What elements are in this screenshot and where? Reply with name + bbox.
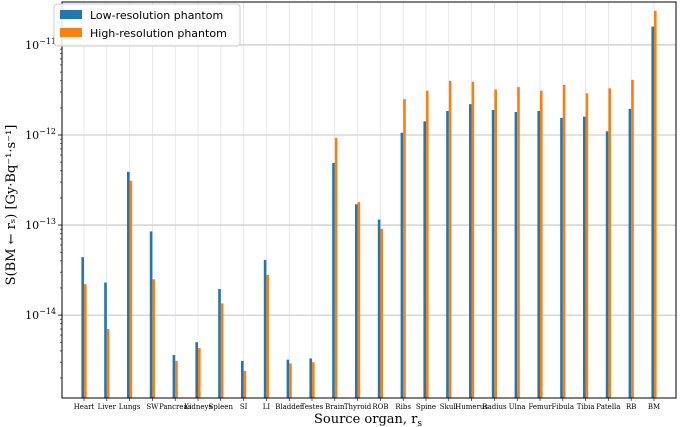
bar-low-resolution-testes <box>309 358 312 398</box>
x-tick-label: Kidneys <box>184 403 213 411</box>
bar-low-resolution-rob <box>377 219 381 398</box>
bar-low-resolution-ribs <box>400 132 404 398</box>
x-tick-label: Bladder <box>275 403 304 411</box>
x-tick-label: Testes <box>301 403 324 411</box>
bar-low-resolution-spleen <box>218 288 221 398</box>
bar-high-resolution-tibia <box>585 93 589 399</box>
bar-high-resolution-spleen <box>220 303 224 398</box>
bar-low-resolution-ulna <box>514 112 518 399</box>
bar-low-resolution-femur <box>537 110 540 398</box>
y-tick-label: 10−14 <box>25 307 56 322</box>
legend-label-high-resolution: High-resolution phantom <box>90 27 227 40</box>
bar-high-resolution-liver <box>106 329 110 398</box>
bar-low-resolution-patella <box>605 131 609 398</box>
bar-high-resolution-fibula <box>562 84 566 398</box>
x-tick-label: ROB <box>372 403 388 411</box>
y-tick-label: 10−11 <box>25 37 56 52</box>
x-axis-label-main: Source organ, r <box>314 412 418 427</box>
x-tick-label: Thyroid <box>344 403 372 411</box>
bar-high-resolution-femur <box>540 90 543 398</box>
bar-high-resolution-thyroid <box>357 202 361 398</box>
bar-high-resolution-testes <box>312 362 315 398</box>
bar-high-resolution-kidneys <box>198 348 201 398</box>
bar-low-resolution-skull <box>446 110 449 398</box>
legend-box <box>53 3 241 47</box>
bar-high-resolution-rb <box>631 79 634 398</box>
bar-low-resolution-radius <box>491 109 495 398</box>
x-tick-label: Skull <box>440 403 459 411</box>
x-tick-label: SW <box>146 403 159 411</box>
bar-high-resolution-bm <box>654 10 657 399</box>
x-tick-label: Ulna <box>509 403 526 411</box>
bar-high-resolution-si <box>243 370 247 398</box>
bar-low-resolution-sw <box>149 231 153 398</box>
y-tick-label: 10−13 <box>25 217 56 232</box>
bar-low-resolution-si <box>241 360 244 398</box>
x-tick-label: Tibia <box>577 403 595 411</box>
bar-low-resolution-brain <box>332 162 335 398</box>
bar-low-resolution-lungs <box>127 171 130 398</box>
x-tick-label: Lungs <box>119 403 141 411</box>
y-tick-label: 10−12 <box>25 127 56 142</box>
bar-low-resolution-thyroid <box>355 204 358 398</box>
legend: Low-resolution phantom High-resolution p… <box>53 3 241 47</box>
x-tick-label: Femur <box>528 403 552 411</box>
bar-low-resolution-liver <box>104 282 107 398</box>
bar-low-resolution-kidneys <box>195 342 198 398</box>
legend-label-low-resolution: Low-resolution phantom <box>90 9 223 22</box>
bar-low-resolution-pancreas <box>172 355 176 398</box>
x-tick-label: Spine <box>416 403 436 411</box>
x-tick-label: Pancreas <box>159 403 192 411</box>
bar-high-resolution-brain <box>334 137 338 398</box>
bar-low-resolution-spine <box>423 121 426 399</box>
legend-swatch-high-resolution <box>60 28 82 37</box>
y-axis-label: S(BM ← rₛ) [Gy·Bq⁻¹·s⁻¹] <box>4 125 19 286</box>
y-axis-ticks: 10−14 10−13 10−12 10−11 <box>25 17 62 379</box>
x-tick-label: Spleen <box>209 403 234 411</box>
x-tick-label: Humerus <box>455 403 488 411</box>
bar-high-resolution-ribs <box>403 99 406 398</box>
x-tick-label: Liver <box>98 403 117 411</box>
x-tick-label: Ribs <box>395 403 411 411</box>
bar-low-resolution-li <box>263 259 267 398</box>
bar-low-resolution-fibula <box>560 117 563 399</box>
bar-high-resolution-skull <box>448 80 452 398</box>
x-tick-label: SI <box>240 403 248 411</box>
bar-high-resolution-spine <box>426 90 429 398</box>
bar-low-resolution-humerus <box>469 104 472 398</box>
bar-low-resolution-bladder <box>286 359 290 398</box>
bar-high-resolution-pancreas <box>175 360 178 398</box>
x-tick-label: RB <box>626 403 636 411</box>
bar-high-resolution-lungs <box>129 180 133 398</box>
bar-high-resolution-humerus <box>471 81 475 399</box>
x-tick-label: Heart <box>74 403 95 411</box>
x-tick-label: Radius <box>482 403 507 411</box>
x-tick-label: LI <box>263 403 271 411</box>
x-tick-label: BM <box>648 403 660 411</box>
bar-low-resolution-tibia <box>583 116 586 398</box>
bar-high-resolution-heart <box>84 284 87 398</box>
bar-high-resolution-patella <box>608 88 611 399</box>
bar-high-resolution-sw <box>152 279 155 398</box>
bar-high-resolution-radius <box>494 89 497 399</box>
bar-high-resolution-ulna <box>517 87 520 398</box>
bar-low-resolution-rb <box>628 108 632 398</box>
x-axis-label: Source organ, rs <box>314 412 422 427</box>
x-axis-label-subscript: s <box>417 419 422 427</box>
bar-high-resolution-li <box>266 274 269 398</box>
x-tick-label: Patella <box>596 403 620 411</box>
bar-low-resolution-heart <box>81 257 84 398</box>
bar-high-resolution-rob <box>380 228 383 398</box>
legend-swatch-low-resolution <box>60 10 82 19</box>
x-tick-label: Brain <box>325 403 345 411</box>
bar-low-resolution-bm <box>651 26 654 398</box>
bars <box>81 10 657 399</box>
bar-high-resolution-bladder <box>289 363 292 398</box>
plot-frame <box>61 1 677 399</box>
x-tick-label: Fibula <box>552 403 575 411</box>
